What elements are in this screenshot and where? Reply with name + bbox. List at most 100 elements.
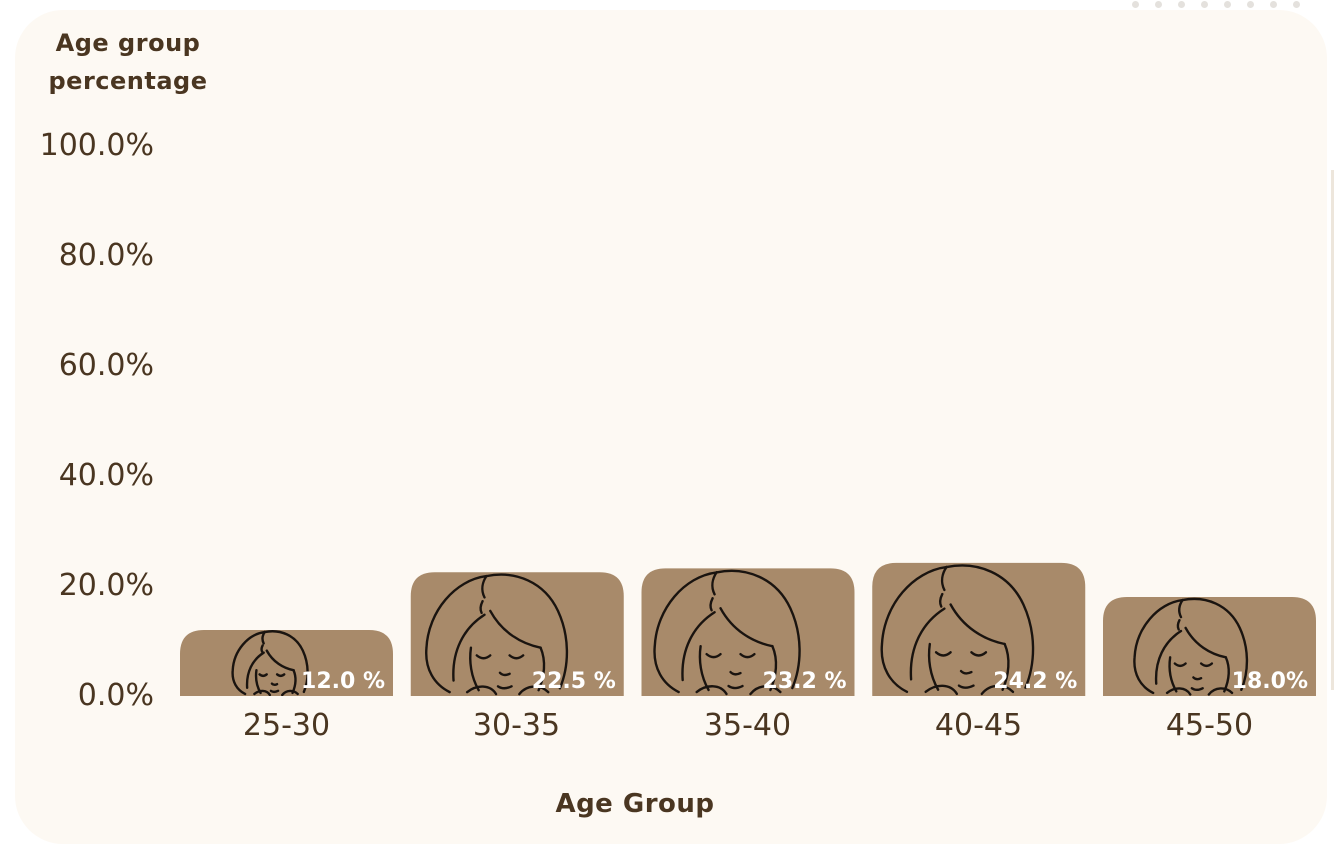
face-stroke <box>959 669 973 675</box>
face-stroke <box>479 600 484 615</box>
x-tick-label: 30-35 <box>472 708 561 743</box>
face-stroke <box>940 565 948 592</box>
face-stroke <box>281 689 299 696</box>
bar-value-label: 12.0 % <box>301 669 385 694</box>
face-stroke <box>705 652 722 659</box>
bar-value-label: 18.0% <box>1232 669 1308 694</box>
y-tick-label: 100.0% <box>39 128 154 163</box>
x-tick-label: 40-45 <box>934 708 1023 743</box>
face-stroke <box>231 630 266 696</box>
chart-card <box>15 10 1327 844</box>
scroll-edge <box>1331 170 1334 690</box>
face-stroke <box>261 630 266 645</box>
face-stroke <box>934 651 952 657</box>
face-stroke <box>909 607 946 681</box>
handle-dot <box>1247 1 1254 8</box>
y-tick-label: 40.0% <box>58 458 154 493</box>
face-stroke <box>496 685 513 690</box>
face-stroke <box>1176 619 1181 631</box>
face-stroke <box>265 649 295 672</box>
handle-dot <box>1201 1 1208 8</box>
face-stroke <box>465 685 498 696</box>
x-tick-label: 35-40 <box>703 708 792 743</box>
face-stroke <box>653 571 718 694</box>
face-stroke <box>980 684 1015 696</box>
face-stroke <box>970 651 988 657</box>
face-stroke <box>518 685 550 696</box>
face-stroke <box>253 689 272 696</box>
face-stroke <box>729 670 742 676</box>
face-stroke <box>739 652 756 659</box>
bar <box>410 572 624 696</box>
bar-value-label: 24.2 % <box>993 669 1077 694</box>
face-stroke <box>1207 687 1234 696</box>
bar-value-label: 22.5 % <box>532 669 616 694</box>
y-axis-title: Age group percentage <box>48 29 208 95</box>
face-stroke <box>938 592 944 608</box>
handle-dot <box>1224 1 1231 8</box>
face-stroke <box>1181 597 1249 692</box>
face-stroke <box>949 603 1006 646</box>
face-stroke <box>715 569 801 690</box>
face-stroke <box>1199 662 1214 668</box>
y-tick-label: 20.0% <box>58 568 154 603</box>
face-stroke <box>924 684 959 696</box>
face-stroke <box>1173 662 1187 668</box>
bar-group: 23.2 % <box>641 568 855 696</box>
woman-face-icon <box>231 630 309 696</box>
y-tick-label: 0.0% <box>77 678 154 713</box>
bar-group: 24.2 % <box>872 562 1086 696</box>
face-stroke <box>258 673 268 678</box>
face-stroke <box>485 573 569 690</box>
handle-dot <box>1178 1 1185 8</box>
face-stroke <box>452 613 486 682</box>
bar-group: 22.5 % <box>410 572 624 696</box>
face-stroke <box>709 597 714 612</box>
handle-dot <box>1293 1 1300 8</box>
bar-group: 12.0 % <box>180 630 393 696</box>
y-tick-label: 80.0% <box>58 238 154 273</box>
face-stroke <box>681 611 716 682</box>
face-stroke <box>1165 687 1192 696</box>
face-stroke <box>1184 626 1228 659</box>
face-stroke <box>749 685 782 696</box>
face-stroke <box>1154 629 1183 685</box>
woman-face-icon <box>653 569 801 696</box>
face-stroke <box>711 571 718 596</box>
x-axis-title: Age Group <box>555 789 715 819</box>
face-stroke <box>425 574 488 694</box>
face-stroke <box>481 574 488 599</box>
face-stroke <box>1178 598 1184 619</box>
face-stroke <box>727 684 744 690</box>
face-stroke <box>957 684 975 689</box>
bar <box>641 568 855 696</box>
handle-dot <box>1270 1 1277 8</box>
drag-handle[interactable] <box>1132 0 1302 8</box>
face-stroke <box>945 564 1035 689</box>
face-stroke <box>263 630 309 694</box>
face-stroke <box>719 607 774 648</box>
x-tick-label: 45-50 <box>1165 708 1254 743</box>
face-stroke <box>508 654 525 660</box>
handle-dot <box>1132 1 1139 8</box>
bar-value-label: 23.2 % <box>763 669 847 694</box>
x-tick-label: 25-30 <box>242 708 331 743</box>
handle-dot <box>1155 1 1162 8</box>
bar-group: 18.0% <box>1103 597 1316 696</box>
y-tick-label: 60.0% <box>58 348 154 383</box>
face-stroke <box>1192 676 1203 681</box>
face-stroke <box>270 682 279 686</box>
woman-face-icon <box>1133 597 1249 696</box>
face-stroke <box>1133 598 1184 695</box>
woman-face-icon <box>880 564 1035 696</box>
face-stroke <box>1190 687 1204 692</box>
face-stroke <box>275 673 286 678</box>
face-stroke <box>269 689 280 694</box>
face-stroke <box>475 654 492 660</box>
face-stroke <box>880 565 948 694</box>
face-stroke <box>245 651 265 689</box>
face-stroke <box>695 685 728 696</box>
face-stroke <box>498 671 511 677</box>
face-stroke <box>260 644 264 653</box>
